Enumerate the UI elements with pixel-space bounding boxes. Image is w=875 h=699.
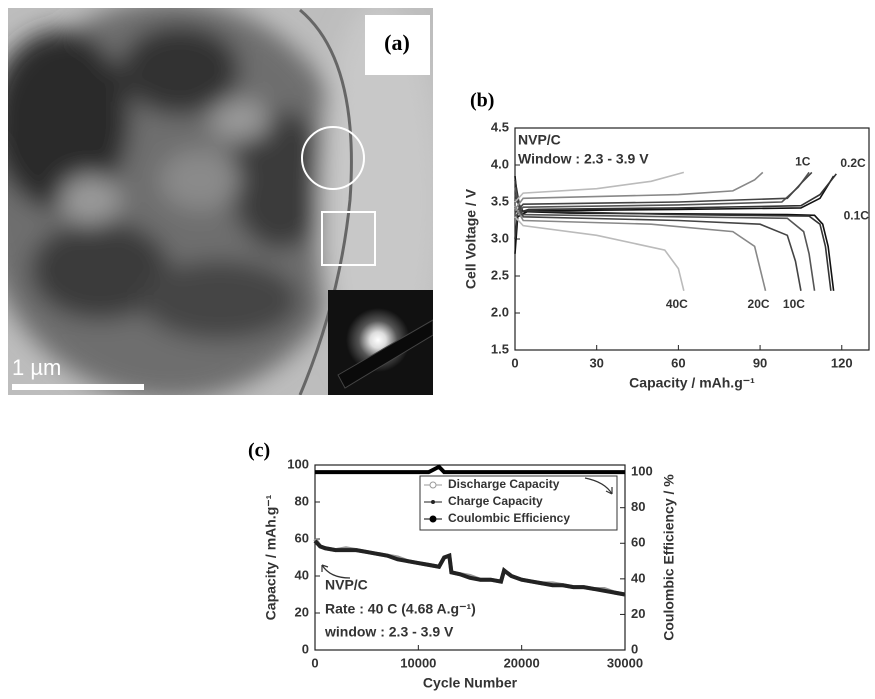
scale-bar [12,384,144,390]
discharge-curve [514,216,685,291]
discharge-curve [514,179,832,291]
y2-tick-label: 80 [631,499,645,514]
arrow [321,564,351,579]
legend-box [419,475,618,531]
discharge-curve [514,176,835,291]
x-tick-label: 60 [671,355,685,370]
y2-tick-label: 100 [631,464,653,479]
y-tick-label: 3.0 [491,230,509,245]
charge-curve [514,171,813,214]
beam-stop [337,319,433,389]
sheet-edge [298,8,353,395]
charge-curve [514,171,685,203]
annotation: Window : 2.3 - 3.9 V [518,151,649,167]
curve-label: 0.1C [844,208,870,222]
y2-axis-label: Coulombic Efficiency / % [661,474,677,641]
legend-marker [429,481,437,489]
curve-label: 20C [748,297,770,311]
square-marker [321,211,376,266]
x-tick-label: 30 [589,355,603,370]
y2-tick-label: 40 [631,570,645,585]
legend-label: Charge Capacity [448,494,543,508]
panel-label: (a) [384,30,410,55]
x-axis-label: Capacity / mAh.g⁻¹ [629,375,755,391]
y-axis-label: Capacity / mAh.g⁻¹ [263,494,279,620]
x-tick-label: 90 [753,355,767,370]
x-axis-label: Cycle Number [423,675,518,691]
legend-marker [431,500,435,504]
y2-tick-label: 20 [631,606,645,621]
annotation: window : 2.3 - 3.9 V [324,624,454,640]
discharge-curve [514,194,802,291]
tem-image: (a) 1 µm [8,8,433,395]
discharge-curve [514,205,767,291]
y-tick-label: 20 [295,604,309,619]
charge-curve [514,171,764,210]
x-tick-label: 0 [511,355,518,370]
x-tick-label: 30000 [607,655,643,670]
panel-label: (c) [248,440,270,462]
y-tick-label: 4.5 [491,119,509,134]
legend-label: Coulombic Efficiency [448,511,570,525]
legend-label: Discharge Capacity [448,477,560,491]
scale-bar-label: 1 µm [12,355,61,380]
y2-tick-label: 60 [631,535,645,550]
arrow [584,477,613,495]
curve-label: 10C [783,297,805,311]
y-tick-label: 80 [295,493,309,508]
x-tick-label: 20000 [504,655,540,670]
y-tick-label: 4.0 [491,156,509,171]
annotation: NVP/C [325,577,368,593]
curve-label: 0.2C [840,156,866,170]
y-tick-label: 100 [287,456,309,471]
x-tick-label: 0 [311,655,318,670]
sheets [8,8,433,395]
plot-frame [314,464,626,651]
label-box [365,15,430,75]
y2-tick-label: 0 [631,641,638,656]
curve-label: 40C [666,297,688,311]
legend-marker [429,515,437,523]
curve-label: 1C [795,155,811,169]
circle-marker [301,126,365,190]
series-line [315,464,625,475]
panel-label: (b) [470,90,494,112]
x-tick-label: 10000 [400,655,436,670]
y-tick-label: 2.5 [491,267,509,282]
y-tick-label: 60 [295,530,309,545]
y-tick-label: 3.5 [491,193,509,208]
y-axis-label: Cell Voltage / V [463,188,479,289]
y-tick-label: 2.0 [491,304,509,319]
y-tick-label: 40 [295,567,309,582]
y-tick-label: 1.5 [491,341,509,356]
series-line [313,539,626,597]
annotation: NVP/C [518,132,561,148]
annotation: Rate : 40 C (4.68 A.g⁻¹) [325,601,476,617]
x-tick-label: 120 [831,355,853,370]
y-tick-label: 0 [302,641,309,656]
